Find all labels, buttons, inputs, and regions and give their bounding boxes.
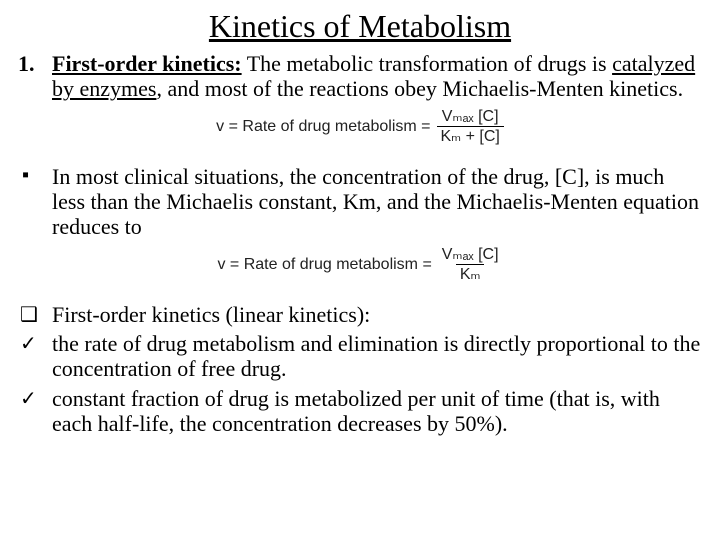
denominator: Kₘ + [C]: [437, 126, 504, 146]
text-b: , and most of the reactions obey Michael…: [156, 76, 683, 101]
denominator: Kₘ: [456, 264, 485, 284]
paragraph-text: the rate of drug metabolism and eliminat…: [52, 331, 702, 382]
paragraph-5: ✓ constant fraction of drug is metaboliz…: [18, 386, 702, 437]
numerator: Vₘₐₓ [C]: [438, 108, 503, 127]
text-a: The metabolic transformation of drugs is: [242, 51, 612, 76]
check-marker: ✓: [18, 331, 52, 382]
paragraph-text: First-order kinetics (linear kinetics):: [52, 302, 702, 327]
paragraph-text: First-order kinetics: The metabolic tran…: [52, 51, 702, 102]
paragraph-1: 1. First-order kinetics: The metabolic t…: [18, 51, 702, 102]
equation-2: v = Rate of drug metabolism = Vₘₐₓ [C] K…: [18, 246, 702, 284]
check-marker: ✓: [18, 386, 52, 437]
paragraph-3: ❑ First-order kinetics (linear kinetics)…: [18, 302, 702, 327]
bullet-marker: ▪: [18, 164, 52, 240]
paragraph-text: In most clinical situations, the concent…: [52, 164, 702, 240]
equation-1: v = Rate of drug metabolism = Vₘₐₓ [C] K…: [18, 108, 702, 146]
box-marker: ❑: [18, 302, 52, 327]
lead-term: First-order kinetics:: [52, 51, 242, 76]
fraction: Vₘₐₓ [C] Kₘ: [438, 246, 503, 284]
paragraph-2: ▪ In most clinical situations, the conce…: [18, 164, 702, 240]
equation-lhs: v = Rate of drug metabolism =: [217, 256, 431, 274]
equation-lhs: v = Rate of drug metabolism =: [216, 118, 430, 136]
page-title: Kinetics of Metabolism: [18, 8, 702, 45]
fraction: Vₘₐₓ [C] Kₘ + [C]: [437, 108, 504, 146]
numerator: Vₘₐₓ [C]: [438, 246, 503, 265]
paragraph-text: constant fraction of drug is metabolized…: [52, 386, 702, 437]
paragraph-4: ✓ the rate of drug metabolism and elimin…: [18, 331, 702, 382]
list-marker: 1.: [18, 51, 52, 102]
